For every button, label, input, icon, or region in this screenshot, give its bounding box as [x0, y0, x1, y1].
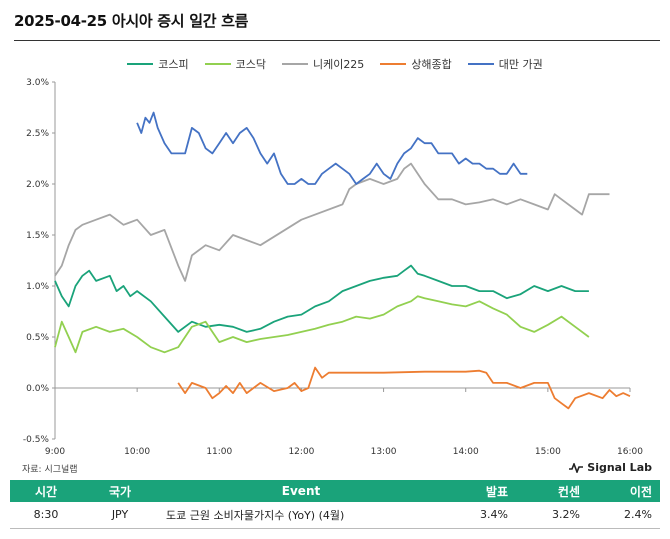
legend-swatch-kosdaq	[204, 63, 231, 65]
legend-swatch-nikkei	[281, 63, 308, 65]
cell-country: JPY	[82, 502, 158, 529]
x-tick-label: 16:00	[617, 447, 643, 457]
table-row: 8:30 JPY 도쿄 근원 소비자물가지수 (YoY) (4월) 3.4% 3…	[10, 502, 660, 529]
cell-previous: 2.4%	[588, 502, 660, 529]
page-title: 2025-04-25 아시아 증시 일간 흐름	[14, 12, 249, 30]
legend-label-kosdaq: 코스닥	[235, 58, 266, 71]
cell-consensus: 3.2%	[516, 502, 588, 529]
legend-item-kospi: 코스피	[127, 56, 189, 72]
cell-actual: 3.4%	[444, 502, 516, 529]
legend-label-taiwan: 대만 가권	[498, 58, 543, 71]
header-consensus: 컨센	[516, 480, 588, 502]
series-line-kospi	[54, 264, 589, 333]
cell-time: 8:30	[10, 502, 82, 529]
series-line-nikkei	[54, 162, 610, 282]
x-tick-label: 12:00	[288, 447, 314, 457]
cell-event: 도쿄 근원 소비자물가지수 (YoY) (4월)	[158, 502, 444, 529]
event-table-header: 시간 국가 Event 발표 컨센 이전	[10, 480, 660, 502]
legend-label-nikkei: 니케이225	[312, 58, 365, 71]
chart-series	[54, 111, 631, 410]
series-line-taiwan	[136, 111, 528, 185]
header-event: Event	[158, 480, 444, 502]
line-chart: 3.0% 2.5% 2.0% 1.5% 1.0% 0.5% 0.0% -0.5% 9:00 10:…	[23, 78, 643, 457]
legend-item-nikkei: 니케이225	[281, 56, 365, 72]
y-tick-label: 0.0%	[26, 384, 49, 394]
legend-label-shanghai: 상해종합	[411, 58, 452, 71]
legend-swatch-taiwan	[467, 63, 494, 65]
brand-name: Signal Lab	[587, 461, 652, 474]
x-tick-label: 14:00	[453, 447, 479, 457]
legend-swatch-kospi	[127, 63, 154, 65]
y-tick-label: 3.0%	[26, 78, 49, 88]
header-previous: 이전	[588, 480, 660, 502]
chart-axes: 3.0% 2.5% 2.0% 1.5% 1.0% 0.5% 0.0% -0.5% 9:00 10:…	[23, 78, 643, 457]
brand-logo: Signal Lab	[569, 461, 652, 474]
x-tick-label: 9:00	[45, 447, 65, 457]
chart-legend: 코스피 코스닥 니케이225 상해종합 대만 가권	[0, 56, 670, 72]
y-tick-label: 2.0%	[26, 180, 49, 190]
legend-item-shanghai: 상해종합	[380, 56, 452, 72]
event-table: 시간 국가 Event 발표 컨센 이전 8:30 JPY 도쿄 근원 소비자물…	[10, 480, 660, 529]
y-tick-label: -0.5%	[23, 435, 50, 445]
series-line-shanghai	[177, 366, 631, 410]
title-divider	[14, 40, 660, 41]
x-tick-label: 11:00	[206, 447, 232, 457]
x-tick-label: 13:00	[371, 447, 397, 457]
header-actual: 발표	[444, 480, 516, 502]
header-time: 시간	[10, 480, 82, 502]
y-tick-label: 2.5%	[26, 129, 49, 139]
legend-label-kospi: 코스피	[158, 58, 189, 71]
source-note: 자료: 시그널랩	[22, 465, 78, 475]
x-tick-label: 15:00	[535, 447, 561, 457]
header-country: 국가	[82, 480, 158, 502]
y-tick-label: 0.5%	[26, 333, 49, 343]
pulse-icon	[569, 462, 584, 473]
y-tick-label: 1.5%	[26, 231, 49, 241]
series-line-kosdaq	[54, 295, 590, 354]
legend-item-taiwan: 대만 가권	[467, 56, 543, 72]
legend-swatch-shanghai	[380, 63, 407, 65]
x-tick-label: 10:00	[124, 447, 150, 457]
legend-item-kosdaq: 코스닥	[204, 56, 266, 72]
y-tick-label: 1.0%	[26, 282, 49, 292]
